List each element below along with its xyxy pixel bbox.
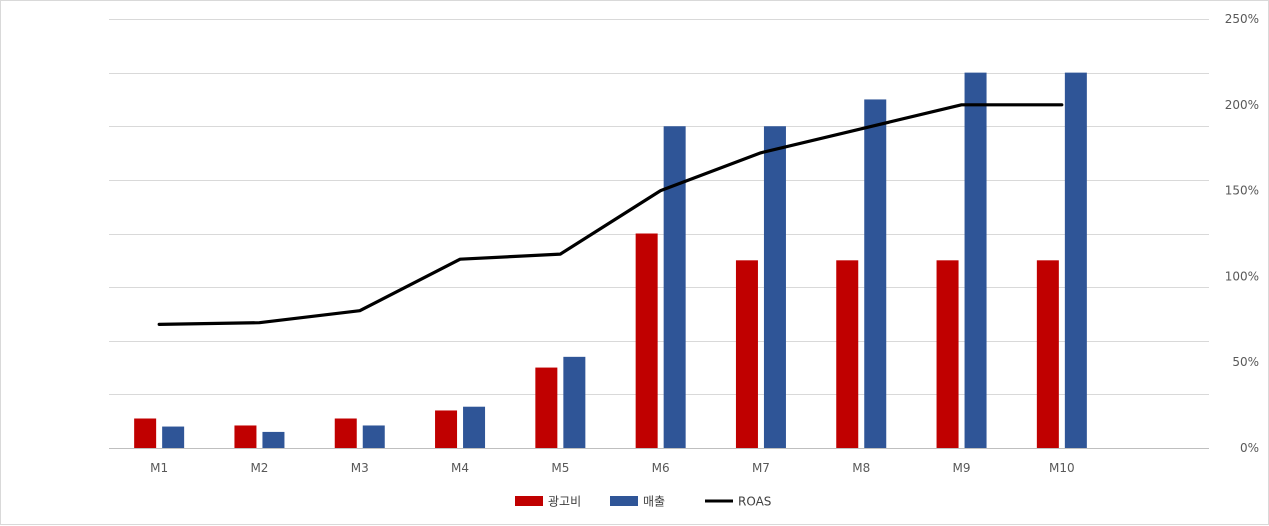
bar-광고비-M6 bbox=[635, 233, 658, 448]
bar-매출-M1 bbox=[162, 426, 185, 448]
bar-매출-M9 bbox=[964, 72, 987, 448]
bar-매출-M7 bbox=[763, 126, 786, 448]
x-tick-label: M5 bbox=[551, 461, 569, 475]
x-tick-label: M1 bbox=[150, 461, 168, 475]
x-tick-label: M9 bbox=[953, 461, 971, 475]
bar-매출-M4 bbox=[463, 406, 486, 448]
legend-label-광고비: 광고비 bbox=[548, 495, 581, 509]
legend-label-매출: 매출 bbox=[643, 495, 665, 509]
bar-광고비-M3 bbox=[334, 418, 357, 448]
bar-매출-M10 bbox=[1064, 72, 1087, 448]
y-right-tick-label: 100% bbox=[1225, 269, 1259, 283]
y-right-tick-label: 250% bbox=[1225, 12, 1259, 26]
legend: 광고비 매출 ROAS bbox=[515, 495, 771, 509]
legend-swatch-광고비 bbox=[515, 496, 543, 506]
bar-매출-M5 bbox=[563, 356, 586, 448]
x-tick-label: M4 bbox=[451, 461, 469, 475]
x-tick-label: M7 bbox=[752, 461, 770, 475]
bar-광고비-M1 bbox=[134, 418, 157, 448]
bar-광고비-M8 bbox=[836, 260, 859, 448]
bar-광고비-M9 bbox=[936, 260, 959, 448]
bar-매출-M2 bbox=[262, 431, 285, 448]
bar-매출-M6 bbox=[663, 126, 686, 448]
legend-label-ROAS: ROAS bbox=[738, 495, 771, 509]
x-axis: M1 M2 M3 M4 M5 M6 M7 M8 M9 M10 bbox=[150, 461, 1075, 475]
x-tick-label: M2 bbox=[250, 461, 268, 475]
line-series bbox=[157, 103, 1064, 326]
x-tick-label: M8 bbox=[852, 461, 870, 475]
bar-광고비-M2 bbox=[234, 425, 257, 448]
bar-광고비-M4 bbox=[435, 410, 458, 448]
y-right-tick-label: 150% bbox=[1225, 184, 1259, 198]
y-right-tick-label: 0% bbox=[1240, 441, 1259, 455]
x-tick-label: M6 bbox=[652, 461, 670, 475]
bar-매출-M3 bbox=[362, 425, 385, 448]
x-tick-label: M10 bbox=[1049, 461, 1075, 475]
y-right-tick-label: 50% bbox=[1232, 355, 1259, 369]
y-right-tick-label: 200% bbox=[1225, 98, 1259, 112]
y-axis-right: 0% 50% 100% 150% 200% 250% bbox=[1225, 12, 1259, 455]
legend-swatch-매출 bbox=[610, 496, 638, 506]
gridlines bbox=[109, 19, 1209, 449]
bar-광고비-M10 bbox=[1036, 260, 1059, 448]
bar-광고비-M5 bbox=[535, 367, 558, 448]
bar-광고비-M7 bbox=[735, 260, 758, 448]
bar-series bbox=[134, 72, 1087, 448]
line-ROAS bbox=[157, 103, 1064, 326]
x-tick-label: M3 bbox=[351, 461, 369, 475]
bar-매출-M8 bbox=[864, 99, 887, 448]
